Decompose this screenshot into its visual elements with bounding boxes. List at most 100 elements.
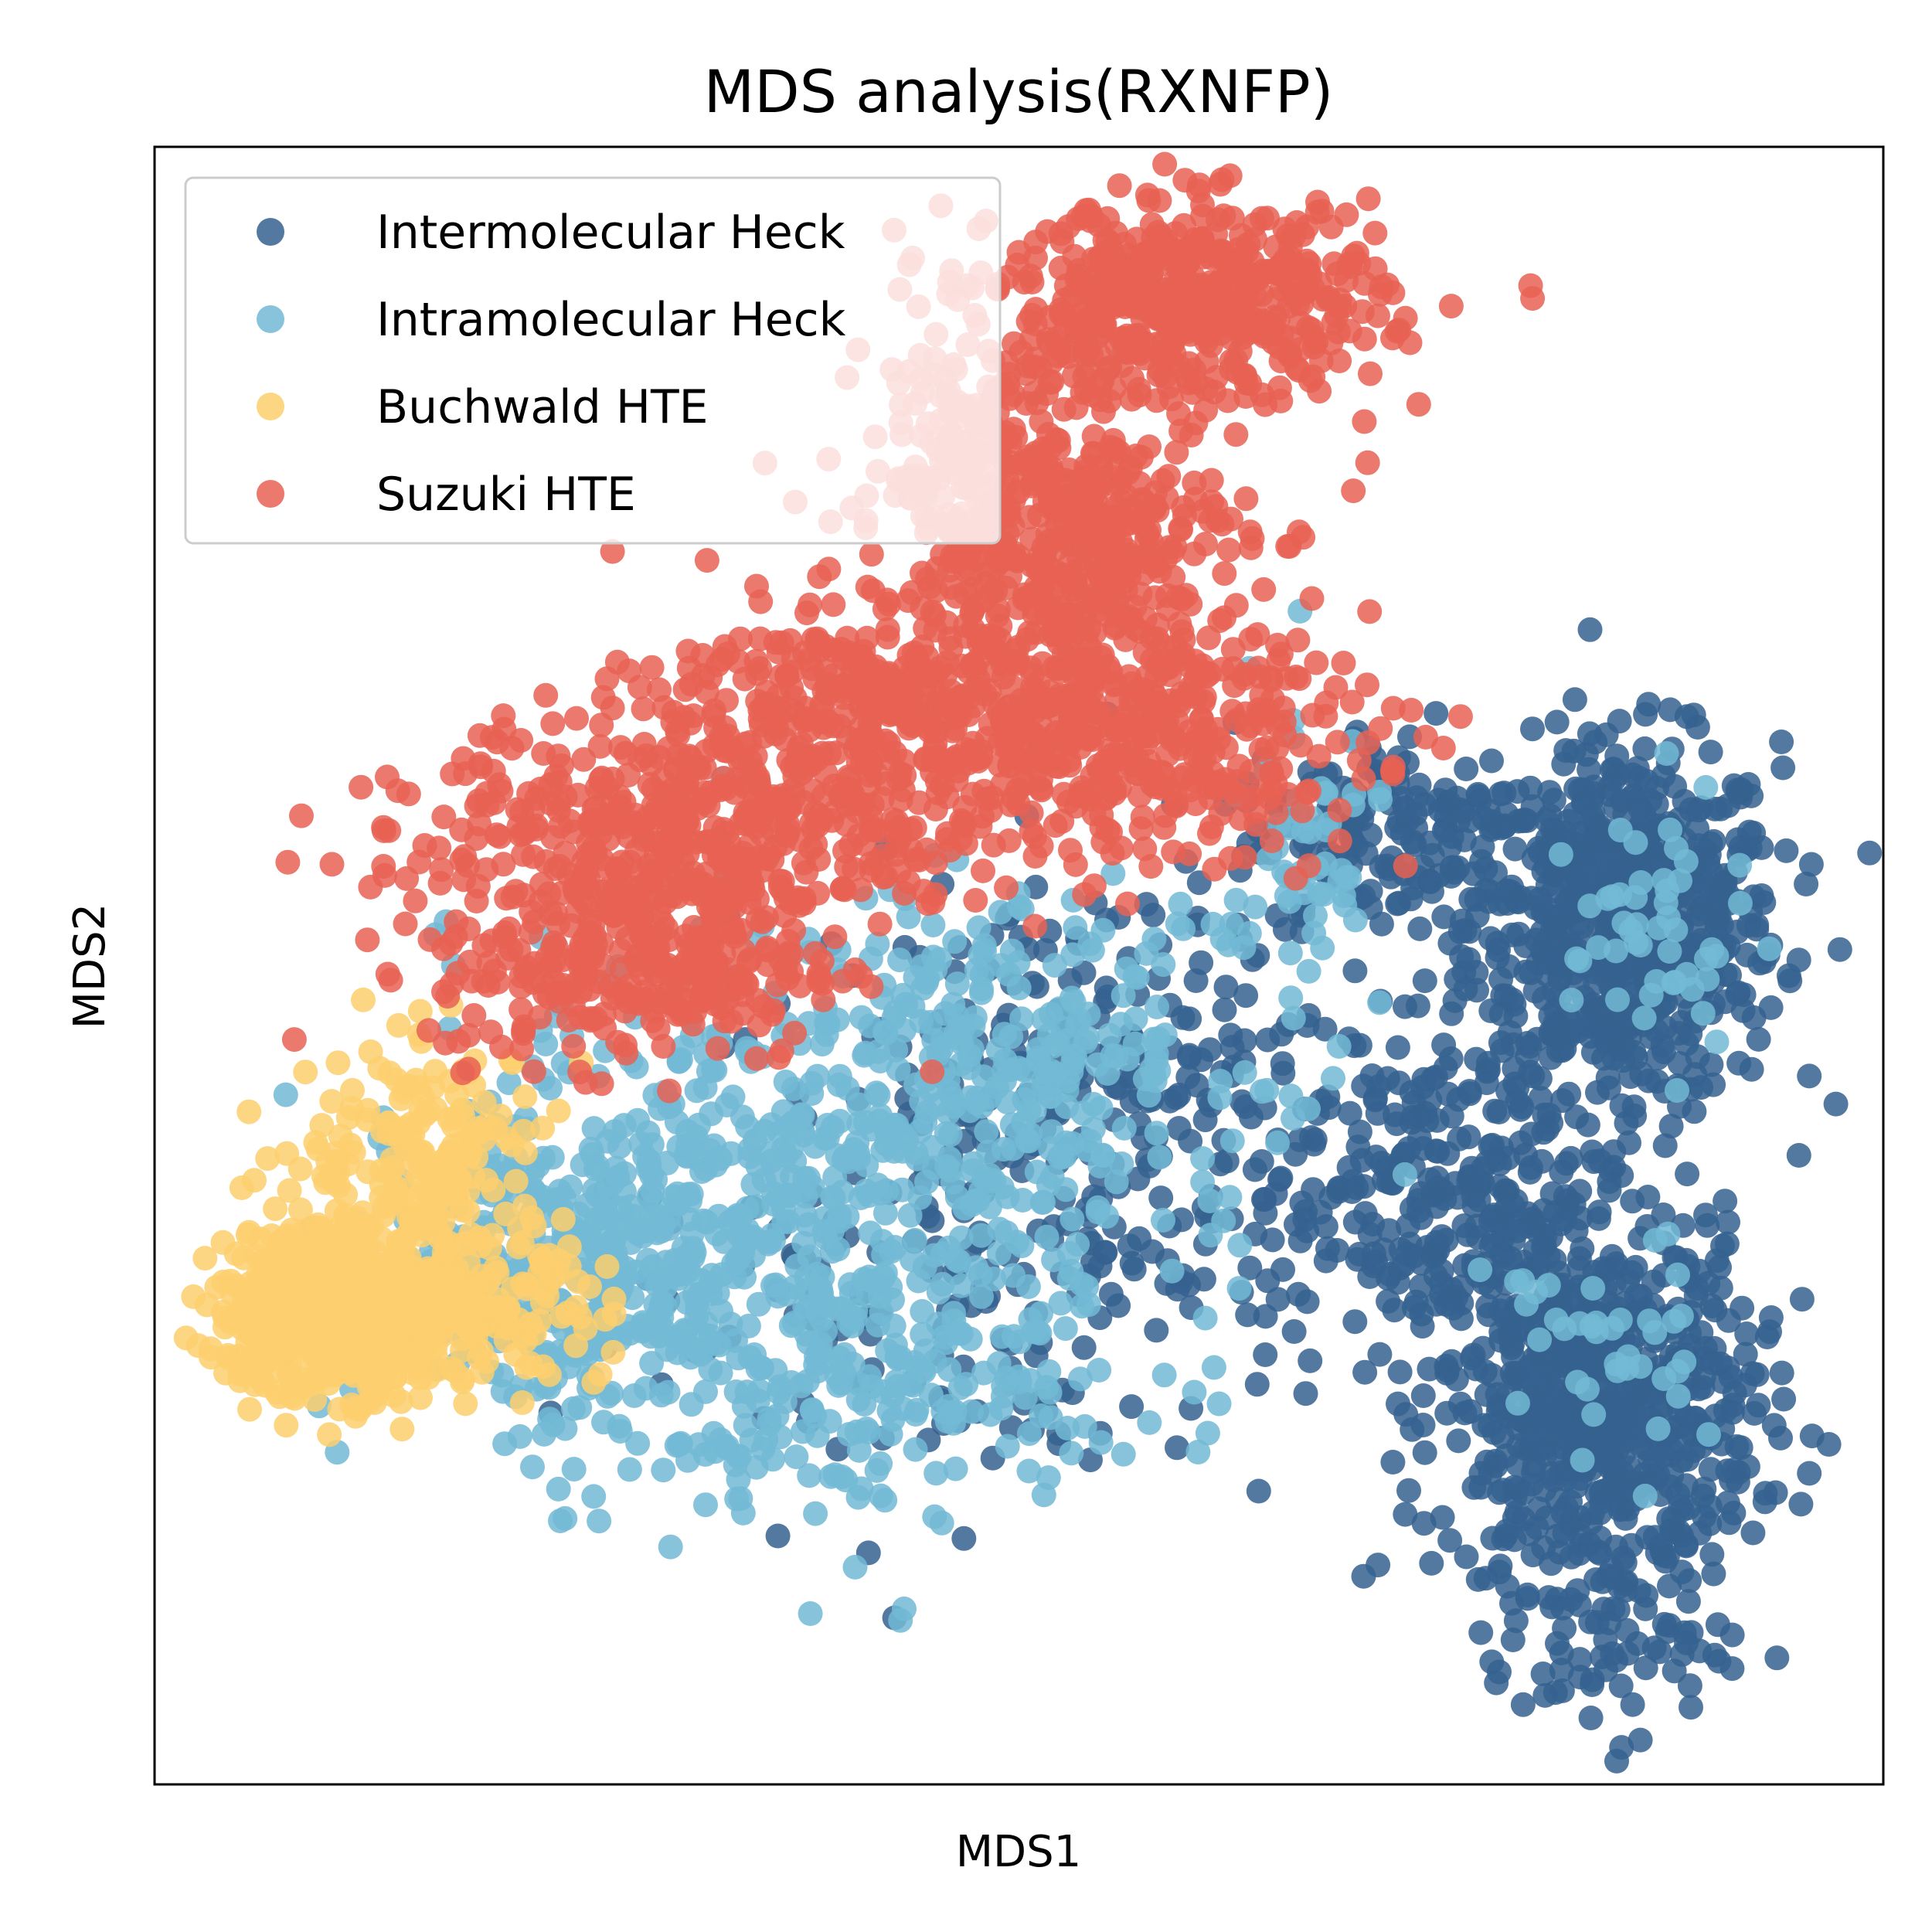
data-point	[1628, 1284, 1653, 1309]
data-point	[1177, 1045, 1202, 1070]
data-point	[1658, 1114, 1684, 1139]
data-point	[1549, 1640, 1574, 1665]
data-point	[1393, 994, 1417, 1019]
data-point	[394, 1282, 419, 1308]
data-point	[1438, 1046, 1464, 1071]
data-point	[1265, 1130, 1291, 1155]
data-point	[1547, 1027, 1573, 1053]
data-point	[1410, 1413, 1436, 1437]
data-point	[319, 1089, 345, 1114]
data-point	[1487, 891, 1512, 917]
data-point	[617, 1457, 642, 1482]
data-point	[1566, 1311, 1592, 1336]
data-point	[1438, 294, 1464, 319]
data-point	[499, 1132, 525, 1158]
data-point	[1006, 975, 1032, 1001]
data-point	[1355, 186, 1381, 212]
data-point	[255, 1146, 281, 1172]
data-point	[943, 1456, 968, 1481]
data-point	[1692, 1504, 1717, 1529]
data-point	[347, 1396, 372, 1422]
data-point	[1668, 1304, 1694, 1328]
data-point	[880, 1407, 906, 1432]
data-point	[903, 1140, 929, 1165]
data-point	[1255, 1027, 1281, 1053]
data-point	[1446, 1428, 1471, 1454]
data-point	[1206, 1391, 1232, 1417]
data-point	[1384, 1111, 1410, 1137]
data-point	[1475, 1294, 1501, 1319]
data-point	[797, 1463, 822, 1488]
data-point	[1511, 1480, 1536, 1505]
data-point	[804, 1063, 830, 1089]
data-point	[338, 1132, 363, 1158]
data-point	[1575, 1112, 1600, 1138]
data-point	[1464, 887, 1489, 912]
data-point	[1609, 1460, 1634, 1485]
data-point	[1201, 1355, 1226, 1380]
data-point	[600, 1339, 626, 1365]
data-point	[567, 1395, 593, 1420]
data-point	[914, 1169, 939, 1195]
data-point	[679, 1221, 705, 1247]
data-point	[1656, 905, 1681, 930]
data-point	[1611, 1546, 1636, 1570]
data-point	[236, 1099, 262, 1124]
data-point	[868, 1180, 893, 1206]
data-point	[335, 1105, 361, 1131]
data-point	[1048, 1291, 1073, 1316]
data-point	[1657, 1573, 1682, 1599]
data-point	[1577, 617, 1603, 642]
data-point	[1464, 960, 1489, 985]
data-point	[1722, 1380, 1747, 1406]
data-point	[871, 1264, 896, 1290]
data-point	[358, 1039, 383, 1064]
data-point	[1610, 788, 1635, 814]
data-point	[1265, 1287, 1291, 1312]
data-point	[1786, 1143, 1811, 1168]
data-point	[303, 1130, 328, 1155]
data-point	[1502, 1505, 1527, 1531]
data-point	[1331, 883, 1356, 909]
data-point	[775, 1114, 801, 1140]
data-point	[1570, 1447, 1595, 1473]
data-point	[1232, 1028, 1257, 1053]
data-point	[1657, 1613, 1682, 1638]
data-point	[1243, 894, 1268, 920]
data-point	[1715, 793, 1740, 818]
data-point	[1757, 936, 1782, 961]
data-point	[1481, 1420, 1507, 1445]
data-point	[903, 964, 928, 990]
data-point	[1291, 818, 1316, 844]
data-point	[1402, 832, 1427, 857]
data-point	[949, 1273, 975, 1298]
data-point	[1577, 721, 1602, 747]
data-point	[1447, 1126, 1472, 1151]
data-point	[1534, 1357, 1560, 1383]
data-point	[1342, 1309, 1368, 1335]
data-point	[951, 1526, 977, 1551]
data-point	[1685, 715, 1710, 740]
data-point	[1425, 1237, 1451, 1263]
data-point	[1740, 1520, 1766, 1546]
data-point	[1506, 921, 1532, 947]
data-point	[461, 1164, 485, 1189]
data-point	[791, 1230, 817, 1256]
data-point	[1393, 1502, 1418, 1527]
data-point	[1386, 809, 1412, 835]
data-point	[845, 1141, 871, 1166]
data-point	[1214, 1148, 1240, 1174]
data-point	[974, 1119, 999, 1145]
data-point	[633, 1376, 658, 1401]
data-point	[1607, 818, 1633, 843]
data-point	[520, 1454, 545, 1480]
data-point	[942, 1399, 968, 1424]
data-point	[1620, 1189, 1645, 1214]
data-point	[369, 1342, 394, 1368]
data-point	[1464, 978, 1489, 1003]
data-point	[1056, 1240, 1082, 1266]
data-point	[1059, 1440, 1084, 1466]
data-point	[1217, 1185, 1243, 1210]
data-point	[1219, 1128, 1245, 1154]
data-point	[1253, 392, 1278, 417]
